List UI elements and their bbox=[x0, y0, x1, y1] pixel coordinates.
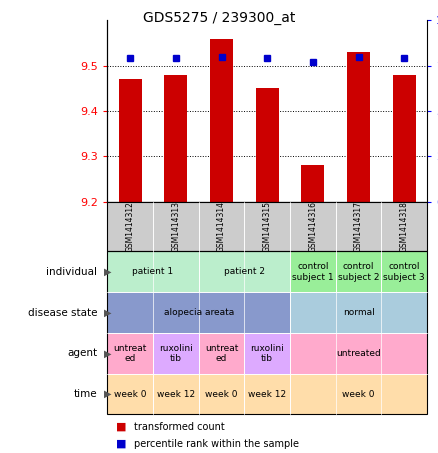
Text: time: time bbox=[74, 389, 97, 399]
Bar bbox=[290, 202, 336, 251]
Text: control
subject 3: control subject 3 bbox=[383, 262, 425, 281]
Text: week 0: week 0 bbox=[342, 390, 375, 399]
Text: untreated: untreated bbox=[336, 349, 381, 358]
Text: week 12: week 12 bbox=[248, 390, 286, 399]
Bar bbox=[153, 202, 199, 251]
Bar bbox=[244, 202, 290, 251]
Text: GSM1414318: GSM1414318 bbox=[400, 201, 409, 252]
Text: GSM1414317: GSM1414317 bbox=[354, 201, 363, 252]
Bar bbox=[210, 39, 233, 202]
Bar bbox=[107, 202, 153, 251]
Text: ▶: ▶ bbox=[104, 308, 111, 318]
Bar bbox=[381, 202, 427, 251]
Text: normal: normal bbox=[343, 308, 374, 317]
Text: week 0: week 0 bbox=[114, 390, 146, 399]
Text: agent: agent bbox=[67, 348, 97, 358]
Text: control
subject 2: control subject 2 bbox=[338, 262, 379, 281]
Bar bbox=[336, 202, 381, 251]
Text: patient 1: patient 1 bbox=[132, 267, 173, 276]
Text: untreat
ed: untreat ed bbox=[113, 344, 147, 363]
Text: percentile rank within the sample: percentile rank within the sample bbox=[134, 439, 299, 449]
Bar bbox=[347, 52, 370, 202]
Text: GSM1414316: GSM1414316 bbox=[308, 201, 318, 252]
Text: week 12: week 12 bbox=[157, 390, 195, 399]
Bar bbox=[393, 75, 416, 202]
Bar bbox=[164, 75, 187, 202]
Text: disease state: disease state bbox=[28, 308, 97, 318]
Bar bbox=[256, 88, 279, 202]
Text: ▶: ▶ bbox=[104, 267, 111, 277]
Text: ■: ■ bbox=[116, 439, 127, 449]
Text: individual: individual bbox=[46, 267, 97, 277]
Text: control
subject 1: control subject 1 bbox=[292, 262, 334, 281]
Text: GSM1414314: GSM1414314 bbox=[217, 201, 226, 252]
Bar bbox=[301, 165, 324, 202]
Text: transformed count: transformed count bbox=[134, 422, 224, 432]
Text: patient 2: patient 2 bbox=[224, 267, 265, 276]
Text: ▶: ▶ bbox=[104, 348, 111, 358]
Text: ■: ■ bbox=[116, 422, 127, 432]
Text: GSM1414315: GSM1414315 bbox=[263, 201, 272, 252]
Text: ▶: ▶ bbox=[104, 389, 111, 399]
Text: alopecia areata: alopecia areata bbox=[163, 308, 234, 317]
Text: untreat
ed: untreat ed bbox=[205, 344, 238, 363]
Bar bbox=[119, 79, 141, 202]
Text: GDS5275 / 239300_at: GDS5275 / 239300_at bbox=[143, 11, 295, 25]
Text: GSM1414313: GSM1414313 bbox=[171, 201, 180, 252]
Text: ruxolini
tib: ruxolini tib bbox=[159, 344, 193, 363]
Text: ruxolini
tib: ruxolini tib bbox=[250, 344, 284, 363]
Text: week 0: week 0 bbox=[205, 390, 238, 399]
Bar bbox=[199, 202, 244, 251]
Text: GSM1414312: GSM1414312 bbox=[126, 201, 134, 252]
